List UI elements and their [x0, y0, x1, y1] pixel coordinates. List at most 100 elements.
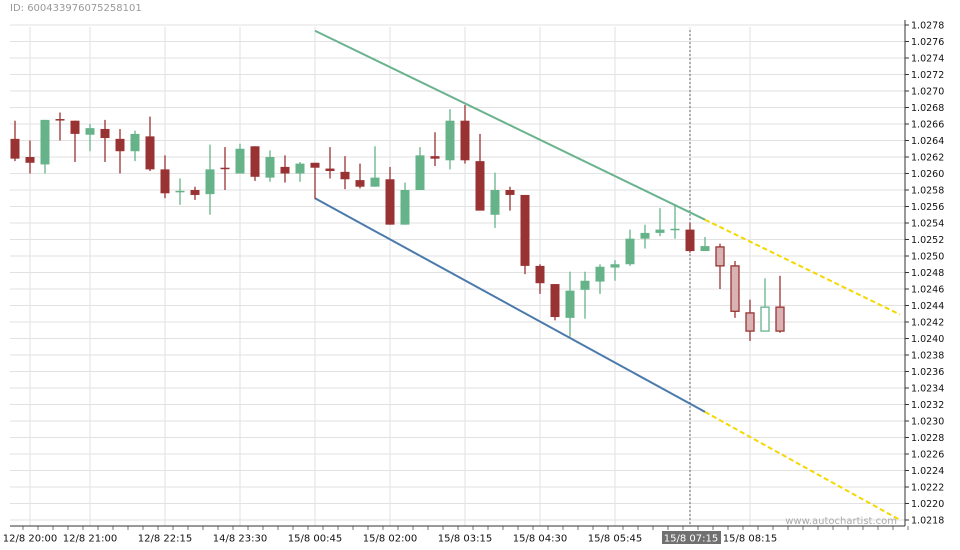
candle-body-hollow: [775, 306, 785, 332]
bearish-candle: [430, 132, 440, 167]
candles: [10, 105, 785, 341]
candle-body: [145, 136, 155, 170]
bearish-candle: [310, 162, 320, 200]
y-tick-label: 1.0262: [911, 153, 944, 164]
candle-body: [400, 190, 410, 225]
candle-body: [175, 190, 185, 193]
bearish-candle: [715, 243, 725, 289]
candle-body: [670, 228, 680, 231]
candle-body: [460, 120, 470, 161]
resistance-line: [314, 29, 706, 221]
candle-body: [40, 119, 50, 165]
y-tick-label: 1.0242: [911, 318, 944, 329]
bearish-candle: [10, 120, 20, 162]
x-tick-label-current: 15/8 07:15: [664, 534, 718, 545]
bullish-candle: [85, 124, 95, 152]
x-label-highlight: [662, 531, 721, 544]
candle-body: [700, 246, 710, 252]
bearish-candle: [280, 155, 290, 183]
y-tick-label: 1.0278: [911, 21, 944, 32]
resistance-forecast-line: [704, 218, 901, 316]
bearish-candle: [550, 284, 560, 321]
y-tick-label: 1.0222: [911, 483, 944, 494]
candle-body: [115, 138, 125, 152]
bearish-candle: [250, 146, 260, 181]
y-tick-label: 1.0276: [911, 37, 944, 48]
y-tick-label: 1.0244: [911, 301, 944, 312]
bearish-candle: [220, 147, 230, 190]
axes: 1.0218 1.0220 1.0222 1.0224 1.0226 1.0228 1.02…: [3, 20, 944, 545]
candle-body: [55, 119, 65, 121]
candle-body: [250, 146, 260, 177]
candle-body: [385, 179, 395, 225]
candle-body: [520, 194, 530, 266]
bullish-candle: [595, 264, 605, 294]
bullish-candle: [760, 278, 770, 332]
x-tick-label: 12/8 21:00: [63, 534, 117, 545]
y-tick-label: 1.0236: [911, 367, 944, 378]
candle-body: [640, 232, 650, 239]
bullish-candle: [640, 224, 650, 249]
candle-body: [340, 171, 350, 180]
y-tick-label: 1.0228: [911, 433, 944, 444]
bearish-candle: [520, 194, 530, 275]
bullish-candle: [205, 144, 215, 215]
bullish-candle: [445, 109, 455, 170]
candle-body: [685, 229, 695, 252]
candle-body: [130, 133, 140, 152]
bullish-candle: [265, 150, 275, 182]
bullish-candle: [625, 229, 635, 266]
y-tick-label: 1.0260: [911, 169, 944, 180]
y-tick-label: 1.0272: [911, 70, 944, 81]
bearish-candle: [160, 155, 170, 199]
bullish-candle: [130, 130, 140, 162]
y-tick-label: 1.0270: [911, 87, 944, 98]
candle-body: [235, 148, 245, 174]
x-tick-label: 15/8 00:45: [288, 534, 342, 545]
bearish-candle: [535, 264, 545, 294]
candle-body: [595, 266, 605, 282]
x-tick-label: 12/8 22:15: [138, 534, 192, 545]
candle-body: [25, 157, 35, 163]
bearish-candle: [505, 186, 515, 211]
y-tick-label: 1.0238: [911, 351, 944, 362]
bullish-candle: [670, 204, 680, 239]
candle-body: [355, 180, 365, 187]
bearish-candle: [685, 223, 695, 253]
x-tick-label: 14/8 23:30: [213, 534, 267, 545]
bullish-candle: [175, 178, 185, 205]
y-tick-label: 1.0258: [911, 186, 944, 197]
y-tick-label: 1.0254: [911, 219, 944, 230]
candle-body: [10, 138, 20, 159]
x-tick-label: 15/8 08:15: [723, 534, 777, 545]
candle-body: [325, 168, 335, 172]
candle-body: [655, 229, 665, 233]
bearish-candle: [355, 163, 365, 189]
bearish-candle: [730, 260, 740, 318]
candle-body: [370, 177, 380, 187]
bullish-candle: [235, 143, 245, 174]
bearish-candle: [325, 147, 335, 179]
y-tick-label: 1.0252: [911, 235, 944, 246]
candle-body: [550, 284, 560, 318]
bearish-candle: [340, 156, 350, 190]
candle-body-hollow: [730, 265, 740, 312]
x-tick-label: 15/8 02:00: [363, 534, 417, 545]
bearish-candle: [55, 112, 65, 141]
candle-body: [190, 190, 200, 195]
bullish-candle: [40, 119, 50, 174]
bullish-candle: [565, 271, 575, 337]
trend-lines: [314, 29, 901, 526]
candle-body: [70, 120, 80, 134]
y-tick-label: 1.0250: [911, 252, 944, 263]
y-tick-label: 1.0274: [911, 54, 944, 65]
bullish-candle: [370, 146, 380, 187]
candle-body: [220, 167, 230, 170]
candle-body-hollow: [760, 306, 770, 332]
y-tick-label: 1.0266: [911, 120, 944, 131]
bearish-candle: [385, 166, 395, 225]
bearish-candle: [460, 105, 470, 164]
candle-body: [505, 190, 515, 195]
x-tick-label: 12/8 20:00: [3, 534, 57, 545]
bearish-candle: [190, 186, 200, 200]
